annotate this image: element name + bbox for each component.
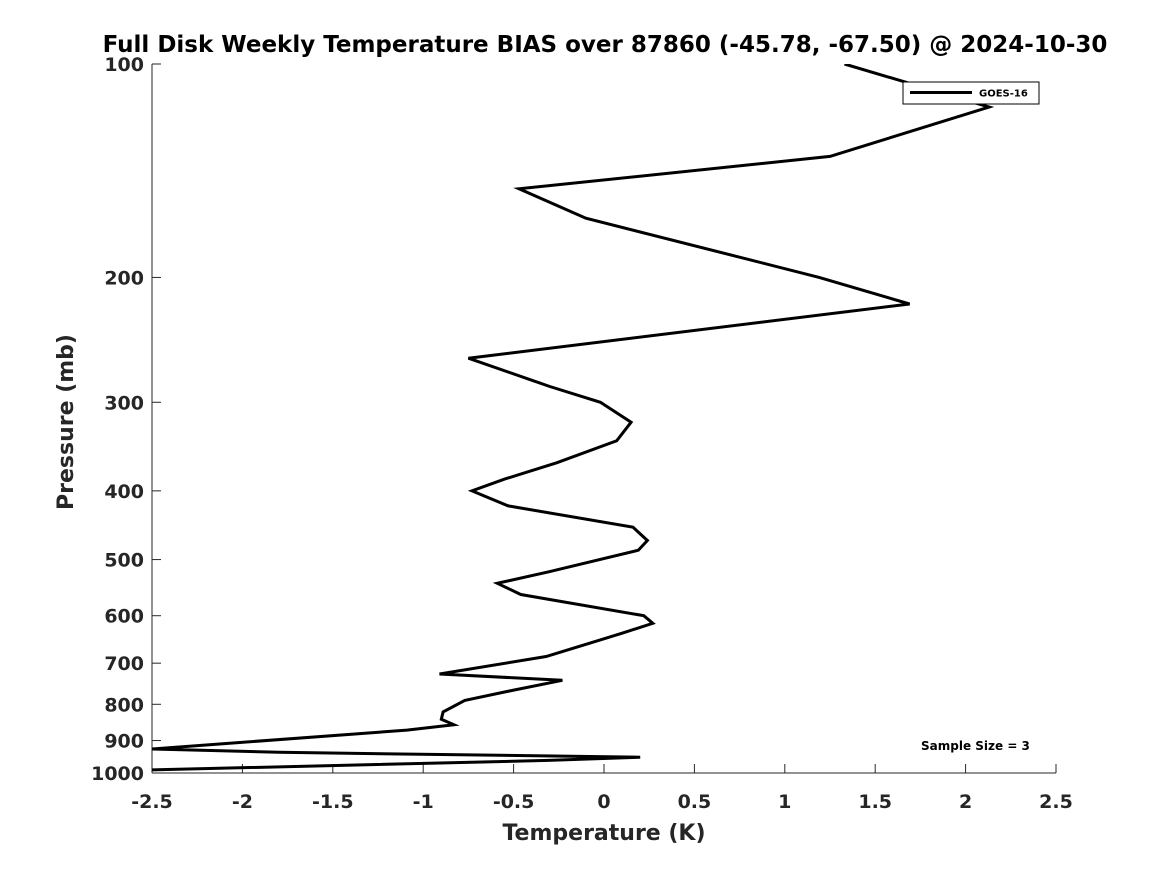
x-axis-label: Temperature (K) xyxy=(502,821,705,846)
x-tick-label: 1.5 xyxy=(858,791,892,813)
x-tick-label: -1.5 xyxy=(312,791,354,813)
legend-label-goes-16: GOES-16 xyxy=(979,89,1028,100)
series-line-goes-16 xyxy=(152,64,995,772)
y-tick-label: 400 xyxy=(104,481,144,503)
y-tick-label: 900 xyxy=(104,731,144,753)
sample-size-annotation: Sample Size = 3 xyxy=(921,739,1030,753)
legend: GOES-16 xyxy=(902,81,1040,105)
y-tick-label: 500 xyxy=(104,550,144,572)
y-tick-label: 700 xyxy=(104,653,144,675)
x-tick-label: -2 xyxy=(232,791,253,813)
y-tick-label: 600 xyxy=(104,606,144,628)
y-axis-label: Pressure (mb) xyxy=(54,334,79,510)
x-tick-label: -0.5 xyxy=(493,791,535,813)
y-tick-label: 1000 xyxy=(91,763,144,785)
x-tick-label: 2 xyxy=(959,791,972,813)
x-tick-label: 0 xyxy=(597,791,610,813)
y-tick-label: 200 xyxy=(104,267,144,289)
chart-title: Full Disk Weekly Temperature BIAS over 8… xyxy=(103,32,1108,58)
x-tick-label: -1 xyxy=(413,791,434,813)
y-tick-label: 100 xyxy=(104,54,144,76)
plot-area: -2.5 -2 -1.5 -1 -0.5 0 0.5 1 1.5 2 2.5 100 200 300 400… xyxy=(91,54,1073,813)
x-tick-label: 2.5 xyxy=(1039,791,1073,813)
x-tick-label: 1 xyxy=(778,791,791,813)
x-tick-label: 0.5 xyxy=(678,791,712,813)
y-tick-label: 800 xyxy=(104,694,144,716)
x-tick-label: -2.5 xyxy=(131,791,173,813)
y-tick-label: 300 xyxy=(104,392,144,414)
